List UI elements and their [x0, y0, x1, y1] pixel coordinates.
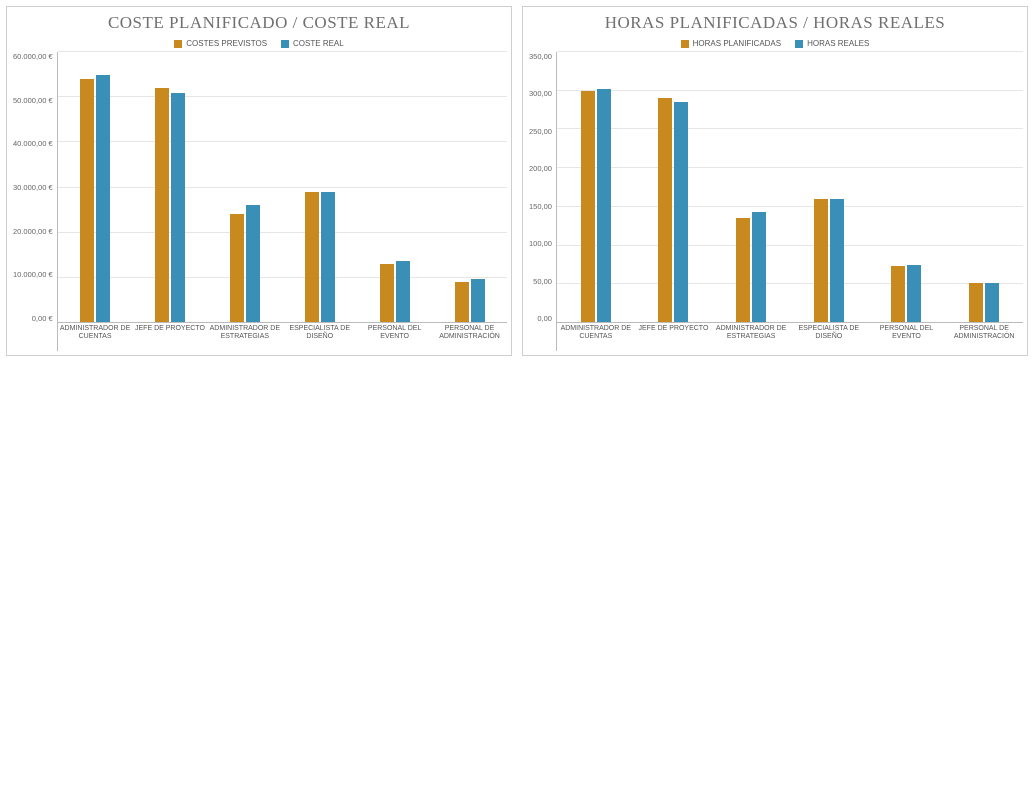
x-tick-label: JEFE DE PROYECTO — [635, 323, 713, 351]
y-tick-label: 250,00 — [529, 127, 552, 136]
y-tick-label: 60.000,00 € — [13, 52, 53, 61]
x-tick-label: ADMINISTRADOR DE ESTRATEGIAS — [712, 323, 790, 351]
bar — [581, 91, 595, 322]
bar-group — [282, 52, 357, 322]
y-tick-label: 30.000,00 € — [13, 183, 53, 192]
bar — [246, 205, 260, 322]
legend-swatch-icon — [795, 40, 803, 48]
y-tick-label: 0,00 € — [32, 314, 53, 323]
bar — [597, 89, 611, 322]
bar — [305, 192, 319, 323]
bar — [171, 93, 185, 323]
legend-label: COSTES PREVISTOS — [186, 39, 267, 48]
chart-horas: HORAS PLANIFICADAS / HORAS REALES HORAS … — [522, 6, 1028, 356]
legend-item: HORAS PLANIFICADAS — [681, 39, 781, 48]
plot: ADMINISTRADOR DE CUENTASJEFE DE PROYECTO… — [556, 52, 1023, 351]
y-tick-label: 0,00 — [537, 314, 552, 323]
chart-title: HORAS PLANIFICADAS / HORAS REALES — [527, 13, 1023, 33]
legend-label: HORAS PLANIFICADAS — [693, 39, 781, 48]
bar-group — [712, 52, 790, 322]
bar — [674, 102, 688, 322]
y-axis: 60.000,00 € 50.000,00 € 40.000,00 € 30.000,… — [13, 52, 57, 351]
x-tick-label: ESPECIALISTA DE DISEÑO — [282, 323, 357, 351]
legend: HORAS PLANIFICADAS HORAS REALES — [527, 39, 1023, 48]
bar-group — [207, 52, 282, 322]
bar — [321, 192, 335, 323]
plot-area: 350,00 300,00 250,00 200,00 150,00 100,00 50,0… — [527, 52, 1023, 351]
bar-group — [635, 52, 713, 322]
bar-group — [945, 52, 1023, 322]
legend-item: COSTE REAL — [281, 39, 344, 48]
chart-coste: COSTE PLANIFICADO / COSTE REAL COSTES PR… — [6, 6, 512, 356]
bars-area — [557, 52, 1023, 323]
bar — [396, 261, 410, 322]
bar — [907, 265, 921, 322]
bar — [471, 279, 485, 322]
bar-group — [58, 52, 133, 322]
bar — [752, 212, 766, 322]
bar — [658, 98, 672, 322]
bar — [985, 283, 999, 322]
plot-area: 60.000,00 € 50.000,00 € 40.000,00 € 30.000,… — [11, 52, 507, 351]
y-tick-label: 350,00 — [529, 52, 552, 61]
bar-group — [133, 52, 208, 322]
y-tick-label: 40.000,00 € — [13, 139, 53, 148]
bar — [814, 199, 828, 322]
y-tick-label: 50.000,00 € — [13, 96, 53, 105]
bars-area — [58, 52, 507, 323]
x-tick-label: PERSONAL DEL EVENTO — [357, 323, 432, 351]
x-tick-label: ADMINISTRADOR DE ESTRATEGIAS — [207, 323, 282, 351]
x-axis: ADMINISTRADOR DE CUENTASJEFE DE PROYECTO… — [58, 323, 507, 351]
chart-title: COSTE PLANIFICADO / COSTE REAL — [11, 13, 507, 33]
bar-group — [432, 52, 507, 322]
y-tick-label: 10.000,00 € — [13, 270, 53, 279]
legend-label: HORAS REALES — [807, 39, 869, 48]
y-tick-label: 50,00 — [533, 277, 552, 286]
bar — [830, 199, 844, 322]
bar-group — [868, 52, 946, 322]
bar-group — [790, 52, 868, 322]
legend: COSTES PREVISTOS COSTE REAL — [11, 39, 507, 48]
bar — [455, 282, 469, 323]
x-tick-label: ESPECIALISTA DE DISEÑO — [790, 323, 868, 351]
bar-group — [557, 52, 635, 322]
bar — [96, 75, 110, 323]
legend-swatch-icon — [174, 40, 182, 48]
legend-label: COSTE REAL — [293, 39, 344, 48]
x-tick-label: PERSONAL DE ADMINISTRACIÓN — [945, 323, 1023, 351]
y-axis: 350,00 300,00 250,00 200,00 150,00 100,00 50,0… — [529, 52, 556, 351]
x-tick-label: PERSONAL DEL EVENTO — [868, 323, 946, 351]
y-tick-label: 100,00 — [529, 239, 552, 248]
legend-swatch-icon — [281, 40, 289, 48]
y-tick-label: 200,00 — [529, 164, 552, 173]
bar — [230, 214, 244, 322]
x-tick-label: ADMINISTRADOR DE CUENTAS — [557, 323, 635, 351]
bar — [891, 266, 905, 322]
y-tick-label: 300,00 — [529, 89, 552, 98]
bar — [380, 264, 394, 323]
bar-group — [357, 52, 432, 322]
x-tick-label: PERSONAL DE ADMINISTRACIÓN — [432, 323, 507, 351]
legend-swatch-icon — [681, 40, 689, 48]
x-tick-label: ADMINISTRADOR DE CUENTAS — [58, 323, 133, 351]
bar — [80, 79, 94, 322]
bar — [969, 283, 983, 322]
legend-item: HORAS REALES — [795, 39, 869, 48]
x-axis: ADMINISTRADOR DE CUENTASJEFE DE PROYECTO… — [557, 323, 1023, 351]
x-tick-label: JEFE DE PROYECTO — [133, 323, 208, 351]
plot: ADMINISTRADOR DE CUENTASJEFE DE PROYECTO… — [57, 52, 507, 351]
y-tick-label: 20.000,00 € — [13, 227, 53, 236]
bar — [736, 218, 750, 322]
legend-item: COSTES PREVISTOS — [174, 39, 267, 48]
y-tick-label: 150,00 — [529, 202, 552, 211]
bar — [155, 88, 169, 322]
